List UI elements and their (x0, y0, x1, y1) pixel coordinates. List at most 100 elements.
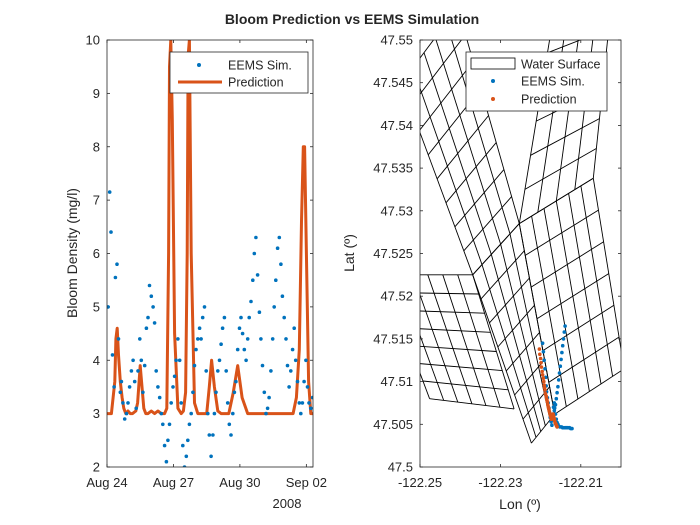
mesh-line (457, 274, 501, 408)
eems-sim-point (249, 299, 253, 304)
eems-sim-point (199, 337, 203, 341)
eems-sim-point (292, 326, 297, 331)
eems-sim-point (113, 275, 118, 280)
time-series-year-label: 2008 (273, 496, 302, 511)
mesh-line (427, 274, 473, 404)
eems-sim-point (196, 337, 200, 341)
eems-sim-point (138, 337, 142, 341)
eems-sim-point (269, 369, 273, 373)
eems-sim-point (187, 422, 192, 427)
eems-sim-point (169, 401, 173, 405)
eems-sim-point (279, 262, 283, 267)
map-axes: 47.5 47.505 47.51 47.515 47.52 47.525 47.53 47.… (341, 33, 622, 512)
legend-water-surface-label: Water Surface (521, 58, 600, 72)
mesh-line (420, 371, 431, 399)
eems-sim-point (119, 379, 124, 384)
eems-sim-point (166, 438, 170, 443)
x-tick-label: Aug 30 (219, 475, 260, 490)
map-x-label: Lon (º) (499, 496, 541, 512)
eems-sim-point (162, 443, 167, 448)
eems-sim-point (156, 385, 160, 389)
mesh-line (420, 40, 435, 59)
eems-sim-point (186, 438, 190, 443)
map-y-label: Lat (º) (341, 234, 357, 272)
eems-sim-point (284, 337, 288, 341)
eems-sim-point (129, 369, 134, 373)
eems-sim-point (300, 401, 305, 405)
mesh-line (472, 223, 520, 276)
eems-sim-point (260, 363, 265, 368)
time-series-y-label: Bloom Density (mg/l) (64, 188, 80, 318)
map-y-tick-label: 47.52 (380, 289, 413, 304)
legend-map-prediction-marker (491, 97, 495, 101)
mesh-line (518, 223, 556, 415)
mesh-line (543, 208, 579, 400)
y-tick-label: 9 (93, 86, 100, 101)
eems-sim-point (197, 326, 202, 331)
eems-sim-point (177, 358, 182, 363)
y-tick-label: 5 (93, 299, 100, 314)
eems-sim-point (222, 315, 227, 320)
map-eems-point (559, 357, 563, 362)
mesh-line (580, 185, 614, 377)
eems-sim-point (151, 305, 155, 309)
map-x-tick-label: -122.21 (559, 475, 603, 490)
x-tick-label: Sep 02 (286, 475, 327, 490)
eems-sim-point (181, 443, 185, 448)
mesh-line (592, 178, 621, 352)
eems-sim-point (107, 305, 110, 309)
eems-sim-point (293, 358, 298, 363)
map-eems-point (543, 367, 547, 371)
map-eems-point (540, 341, 545, 346)
legend-water-surface-swatch (470, 57, 516, 70)
eems-sim-point (164, 459, 169, 464)
mesh-line (445, 142, 497, 204)
y-tick-label: 6 (93, 246, 100, 261)
eems-sim-point (232, 390, 237, 395)
eems-sim-point (264, 411, 268, 416)
y-tick-label: 4 (93, 353, 100, 368)
eems-sim-point (161, 422, 165, 427)
eems-sim-point (131, 358, 135, 363)
mesh-line (568, 193, 602, 384)
eems-sim-point (280, 294, 285, 299)
mesh-line (472, 274, 515, 410)
eems-sim-point (211, 433, 215, 437)
map-x-tick-label: -122.23 (478, 475, 522, 490)
eems-sim-point (287, 385, 291, 389)
eems-sim-point (239, 315, 243, 320)
map-prediction-point (537, 347, 542, 351)
map-legend: Water Surface EEMS Sim. Prediction (465, 51, 608, 112)
eems-sim-point (202, 305, 207, 309)
eems-sim-point (265, 406, 270, 411)
time-series-series (107, 40, 313, 467)
x-tick-label: Aug 27 (153, 475, 194, 490)
y-tick-label: 7 (93, 193, 100, 208)
eems-sim-point (149, 294, 154, 299)
map-y-tick-label: 47.55 (380, 33, 413, 48)
eems-sim-point (304, 358, 308, 363)
eems-sim-point (244, 358, 248, 363)
mesh-line (420, 131, 474, 275)
eems-sim-point (307, 401, 311, 405)
eems-sim-point (257, 310, 262, 315)
eems-sim-point (227, 422, 232, 427)
map-eems-point (560, 350, 564, 355)
eems-sim-point (310, 395, 313, 400)
map-y-tick-label: 47.54 (380, 118, 413, 133)
eems-sim-point (209, 454, 213, 459)
mesh-line (420, 333, 445, 401)
eems-sim-point (242, 347, 247, 352)
eems-sim-point (184, 454, 189, 459)
legend-map-prediction-label: Prediction (521, 93, 577, 107)
eems-sim-point (214, 390, 218, 395)
map-prediction-point (540, 373, 545, 377)
eems-sim-point (220, 326, 225, 331)
legend-map-eems-marker (491, 79, 495, 83)
eems-sim-point (219, 342, 223, 347)
eems-sim-point (174, 358, 178, 363)
mesh-line (500, 243, 546, 426)
eems-sim-point (126, 401, 130, 405)
eems-sim-point (272, 305, 277, 309)
